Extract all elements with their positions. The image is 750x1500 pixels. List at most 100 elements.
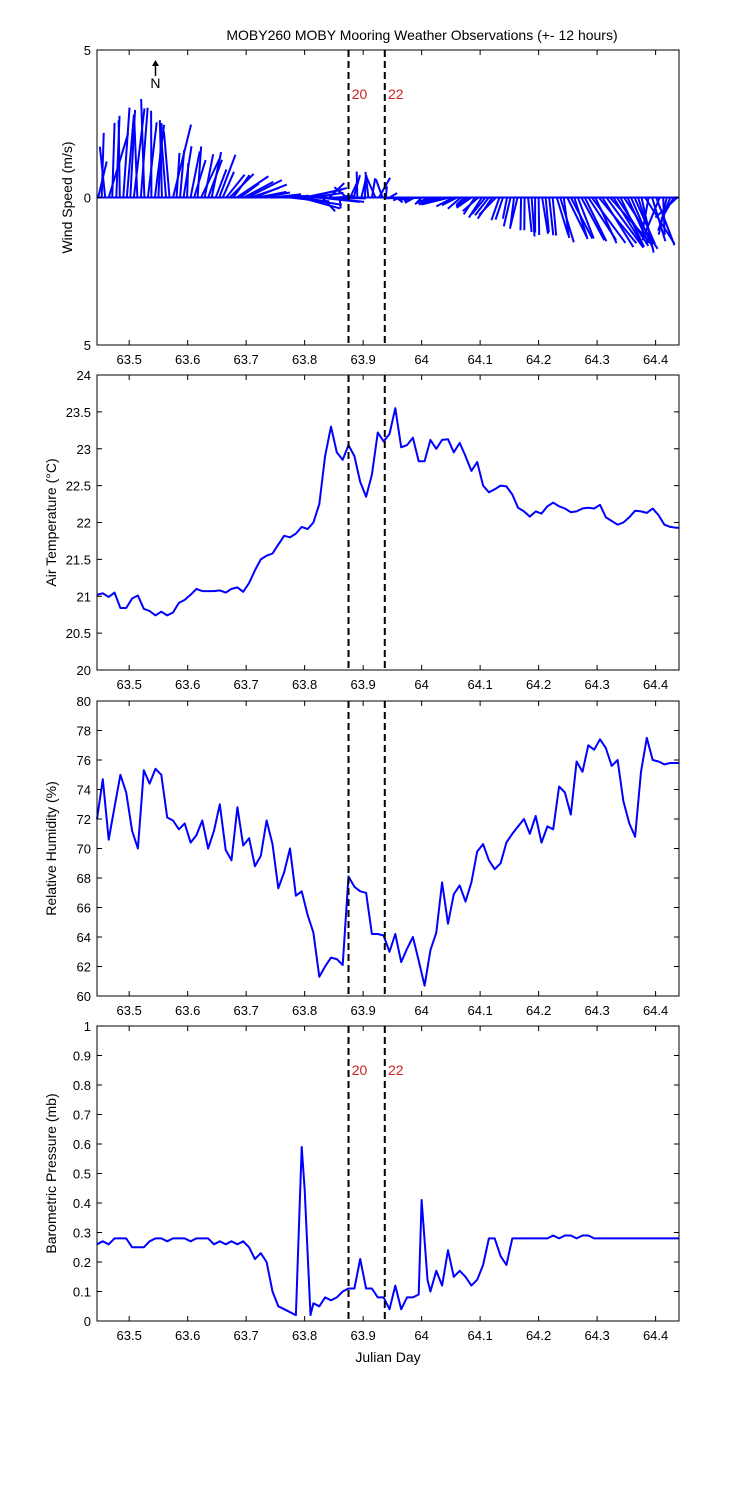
- x-tick-label: 64.2: [526, 1003, 551, 1018]
- wind-vector: [122, 107, 131, 198]
- wind-vector: [253, 183, 288, 199]
- x-tick-label: 63.7: [233, 677, 258, 692]
- wind-vector: [562, 197, 571, 239]
- x-tick-label: 63.9: [350, 677, 375, 692]
- figure-title: MOBY260 MOBY Mooring Weather Observation…: [226, 27, 617, 43]
- x-tick-label: 63.8: [292, 352, 317, 367]
- wind-vector: [246, 179, 283, 199]
- wind-vector: [555, 197, 570, 236]
- y-tick-label: 80: [77, 694, 91, 709]
- wind-vector: [421, 196, 450, 206]
- wind-vector: [474, 196, 490, 216]
- wind-vector: [566, 197, 588, 239]
- y-tick-label: 5: [84, 43, 91, 58]
- wind-vector: [537, 197, 541, 235]
- air-temperature-axes-box: [96, 374, 680, 671]
- relative-humidity-series-line: [96, 736, 679, 987]
- x-tick-label: 64.2: [526, 677, 551, 692]
- wind-vector: [502, 197, 512, 227]
- x-tick-label: 64: [414, 1003, 428, 1018]
- wind-vector: [200, 156, 222, 198]
- y-tick-label: 23.5: [66, 405, 91, 420]
- y-tick-label: 78: [77, 724, 91, 739]
- wind-vector: [236, 175, 269, 199]
- wind-vector: [321, 196, 336, 213]
- wind-vector: [640, 197, 650, 238]
- x-tick-label: 64.3: [584, 352, 609, 367]
- relative-humidity-axes-box: [96, 700, 680, 997]
- y-tick-label: 23: [77, 442, 91, 457]
- x-tick-label: 64.1: [467, 677, 492, 692]
- wind-vector: [471, 196, 487, 215]
- wind-vector: [186, 162, 190, 198]
- x-tick-label: 63.5: [117, 1328, 142, 1343]
- wind-vector: [490, 197, 501, 221]
- x-tick-label: 64.4: [643, 677, 668, 692]
- y-tick-label: 0.9: [73, 1049, 91, 1064]
- wind-vector: [333, 186, 348, 199]
- wind-vector: [364, 171, 370, 198]
- wind-vector: [641, 197, 661, 241]
- wind-vector: [580, 197, 606, 241]
- y-tick-label: 64: [77, 930, 91, 945]
- marker-label-20: 20: [352, 1062, 368, 1078]
- wind-vector: [139, 107, 149, 198]
- wind-vector: [551, 197, 558, 236]
- y-tick-label: 66: [77, 901, 91, 916]
- wind-vector: [189, 151, 201, 198]
- wind-vector: [307, 187, 348, 199]
- x-tick-label: 64.3: [584, 1328, 609, 1343]
- wind-vector: [218, 154, 237, 198]
- wind-vector: [541, 197, 550, 234]
- x-tick-label: 63.5: [117, 352, 142, 367]
- wind-vector: [159, 130, 168, 198]
- marker-label-20: 20: [352, 86, 368, 102]
- north-arrow-icon: [151, 60, 159, 66]
- y-tick-label: 0.2: [73, 1255, 91, 1270]
- wind-vector: [630, 197, 655, 250]
- north-label: N: [150, 75, 160, 91]
- wind-vector: [468, 196, 483, 219]
- x-tick-label: 64.1: [467, 352, 492, 367]
- wind-vector: [146, 122, 158, 198]
- wind-vector: [530, 197, 536, 237]
- y-tick-label: 76: [77, 753, 91, 768]
- x-axis-label: Julian Day: [355, 1349, 420, 1365]
- wind-vector: [660, 197, 675, 220]
- wind-vector: [355, 171, 359, 198]
- y-tick-label: 5: [84, 338, 91, 353]
- barometric-pressure-series-line: [96, 1146, 679, 1317]
- wind-vector: [455, 196, 466, 206]
- wind-vector: [619, 197, 645, 247]
- x-tick-label: 63.5: [117, 677, 142, 692]
- x-tick-label: 64: [414, 1328, 428, 1343]
- x-tick-label: 64.4: [643, 1328, 668, 1343]
- wind-vector: [179, 149, 186, 198]
- x-tick-label: 63.5: [117, 1003, 142, 1018]
- wind-vector: [501, 197, 509, 219]
- y-tick-label: 0.6: [73, 1137, 91, 1152]
- wind-vector: [441, 196, 458, 207]
- wind-vector: [243, 180, 274, 199]
- x-tick-label: 63.6: [175, 1003, 200, 1018]
- wind-vector: [175, 152, 181, 198]
- wind-vector: [203, 153, 215, 198]
- wind-speed-ylabel: Wind Speed (m/s): [59, 141, 75, 253]
- wind-vector: [111, 122, 116, 198]
- barometric-pressure-panel: 20 22 63.5 63.6 63.7 63.8 63.9 64 64.1 64.2 64.3 64…: [43, 1019, 680, 1365]
- wind-vector: [527, 197, 533, 233]
- wind-vector: [140, 98, 146, 198]
- wind-vector: [365, 176, 377, 198]
- x-tick-label: 64.2: [526, 1328, 551, 1343]
- wind-speed-panel: N 20 22 63.5 63.6 63.7 63.8 63.9 64 64.1 64.2 64.3 6…: [59, 43, 680, 367]
- marker-label-22: 22: [388, 1062, 404, 1078]
- air-temperature-series-line: [96, 407, 679, 617]
- y-tick-label: 0.8: [73, 1078, 91, 1093]
- wind-vector: [651, 197, 667, 242]
- wind-vector: [384, 186, 388, 198]
- wind-vector: [548, 197, 555, 236]
- wind-vector: [583, 197, 608, 242]
- y-tick-label: 1: [84, 1019, 91, 1034]
- wind-vector: [338, 197, 342, 209]
- wind-vector: [462, 196, 480, 212]
